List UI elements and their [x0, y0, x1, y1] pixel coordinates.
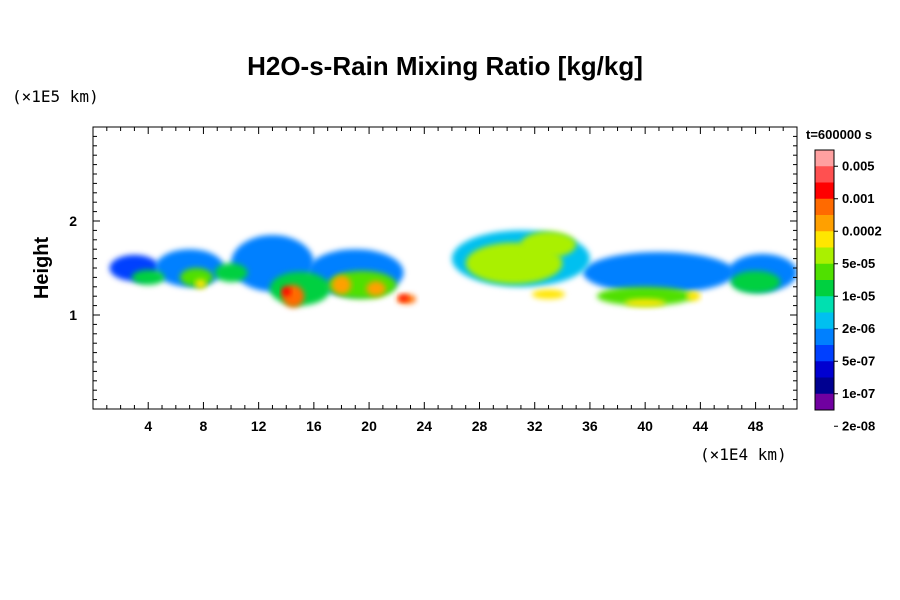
y-unit-label: (×1E5 km) [12, 87, 99, 106]
y-tick-label: 1 [69, 307, 77, 323]
colorbar-swatch [815, 182, 834, 200]
colorbar-swatch [815, 198, 834, 216]
field-blob-24 [281, 286, 292, 297]
colorbar-swatch [815, 296, 834, 313]
field-blob-13 [596, 286, 694, 306]
x-tick-label: 16 [306, 418, 322, 434]
x-tick-label: 20 [361, 418, 377, 434]
colorbar-swatch [815, 393, 834, 411]
colorbar-frame [814, 149, 835, 411]
field-blob-18 [624, 299, 666, 307]
colorbar-label: 0.001 [842, 191, 875, 206]
colorbar-swatch [815, 247, 834, 265]
field-blob-8 [214, 263, 248, 283]
colorbar-label: 2e-08 [842, 418, 875, 433]
colorbar-swatch [815, 150, 834, 167]
colorbar-label: 2e-06 [842, 321, 875, 336]
field-blob-7 [131, 269, 165, 285]
x-tick-label: 36 [582, 418, 598, 434]
colorbar-swatch [815, 166, 834, 183]
colorbar-swatch [815, 377, 834, 395]
colorbar-label: 1e-05 [842, 288, 875, 303]
colorbar-label: 5e-07 [842, 353, 875, 368]
x-tick-label: 28 [472, 418, 488, 434]
colorbar-swatch [815, 361, 834, 378]
colorbar-label: 0.005 [842, 158, 875, 173]
field-blob-10 [730, 270, 781, 294]
x-tick-label: 40 [637, 418, 653, 434]
x-unit-label: (×1E4 km) [700, 445, 787, 464]
y-tick-label: 2 [69, 213, 77, 229]
colorbar-label: 1e-07 [842, 386, 875, 401]
x-tick-label: 12 [251, 418, 267, 434]
field-blob-4 [583, 252, 735, 294]
field-blob-17 [531, 289, 566, 300]
time-label: t=600000 s [806, 127, 872, 142]
colorbar-swatch [815, 280, 834, 297]
x-tick-label: 24 [417, 418, 433, 434]
field-blob-25 [398, 295, 409, 301]
x-tick-label: 44 [693, 418, 709, 434]
colorbar-swatch [815, 312, 834, 330]
colorbar: 0.005 0.001 0.0002 5e-05 1e-05 2e-06 5e-07 1e-0… [814, 149, 882, 433]
colorbar-swatch [815, 231, 834, 248]
colorbar-swatch [815, 345, 834, 362]
field-blob-15 [520, 231, 577, 258]
colorbar-swatch [815, 215, 834, 232]
field-blob-19 [686, 291, 701, 301]
colorbar-label: 0.0002 [842, 223, 882, 238]
colorbar-label: 5e-05 [842, 256, 875, 271]
x-tick-label: 8 [200, 418, 208, 434]
x-tick-label: 4 [144, 418, 152, 434]
field-blob-21 [366, 281, 386, 297]
field-blob-20 [331, 275, 352, 295]
colorbar-swatch [815, 328, 834, 346]
chart-title: H2O-s-Rain Mixing Ratio [kg/kg] [247, 51, 643, 81]
mixing-ratio-field [109, 230, 797, 308]
field-blob-16 [195, 279, 207, 289]
colorbar-swatch [815, 263, 834, 281]
y-axis-label: Height [31, 237, 53, 300]
x-tick-label: 48 [748, 418, 764, 434]
x-tick-label: 32 [527, 418, 543, 434]
